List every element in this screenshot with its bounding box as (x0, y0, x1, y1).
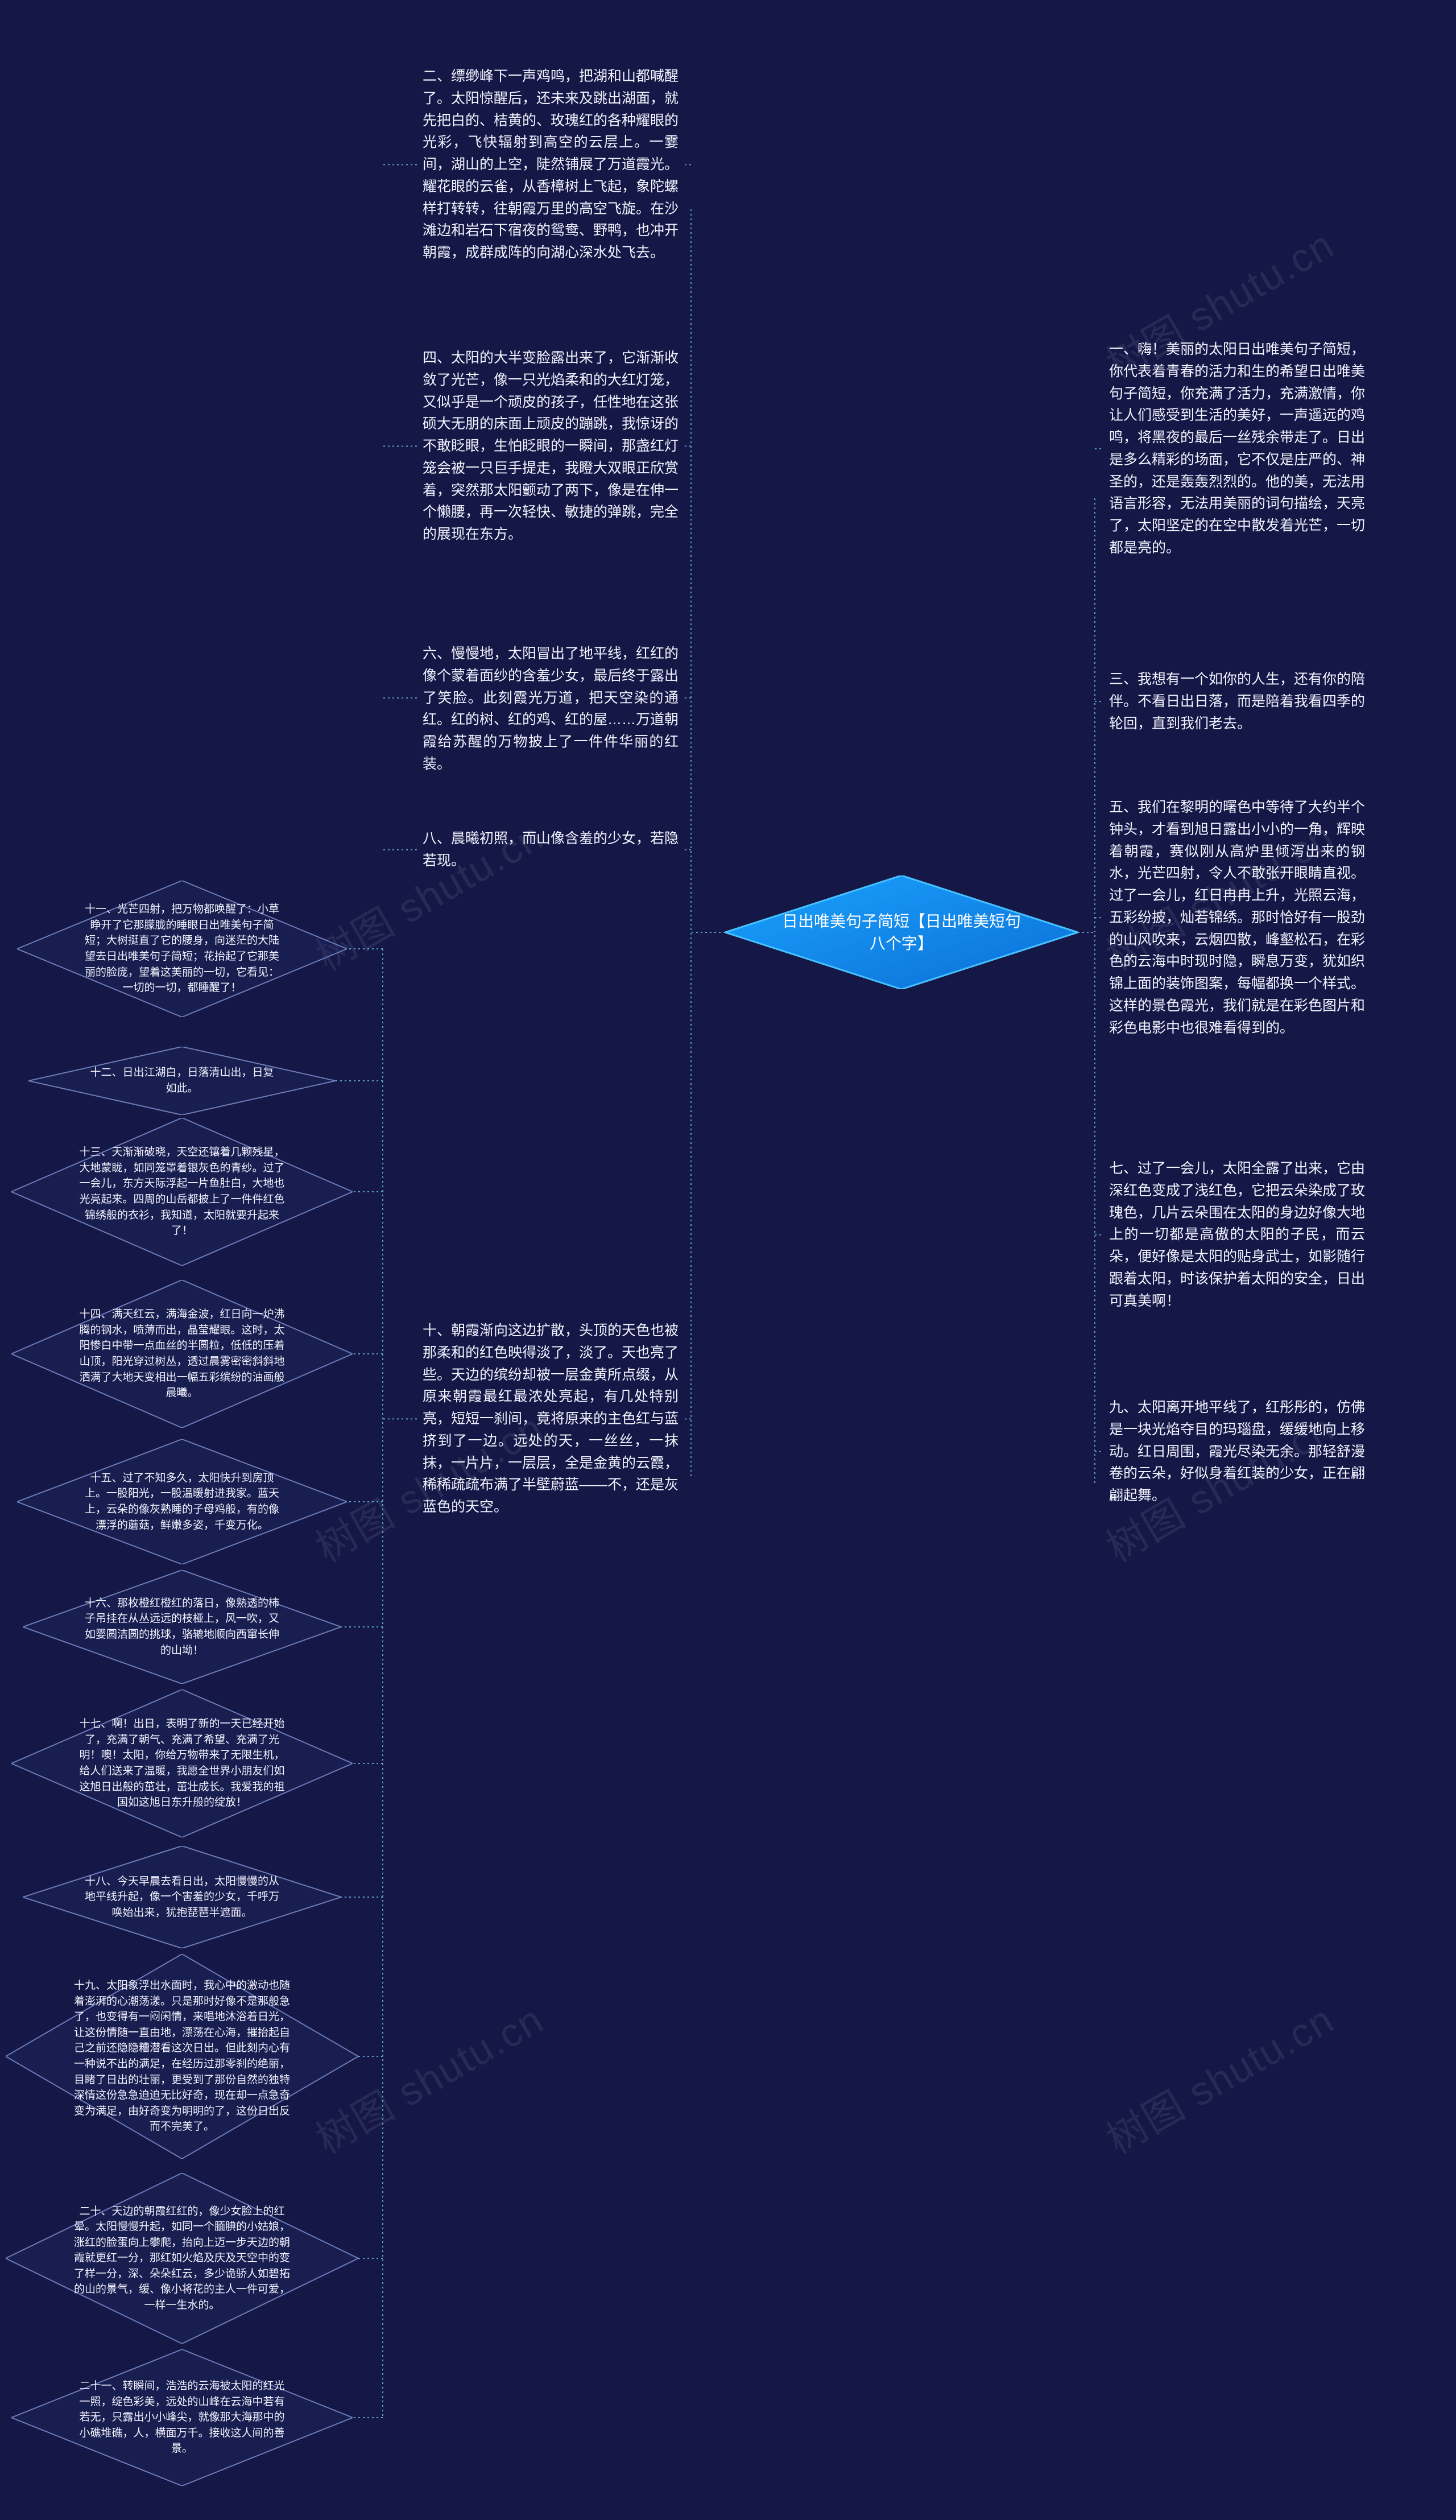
diamond-paragraph-node: 十二、日出江湖白，日落清山出，日复如此。 (28, 1047, 336, 1115)
paragraph-node: 三、我想有一个如你的人生，还有你的陪伴。不看日出日落，而是陪着我看四季的轮回，直… (1109, 668, 1365, 734)
paragraph-node: 八、晨曦初照，而山像含羞的少女，若隐若现。 (423, 828, 679, 872)
center-topic-label: 日出唯美句子简短【日出唯美短句八个字】 (725, 875, 1078, 989)
diamond-paragraph-node: 十四、满天红云，满海金波，红日向一炉沸腾的钢水，喷薄而出，晶莹耀眼。这时，太阳惨… (11, 1280, 353, 1428)
diamond-paragraph-text: 十四、满天红云，满海金波，红日向一炉沸腾的钢水，喷薄而出，晶莹耀眼。这时，太阳惨… (11, 1280, 353, 1428)
diamond-paragraph-text: 十五、过了不知多久，太阳快升到房顶上。一股阳光，一股温暖射进我家。蓝天上，云朵的… (17, 1439, 347, 1564)
diamond-paragraph-node: 十五、过了不知多久，太阳快升到房顶上。一股阳光，一股温暖射进我家。蓝天上，云朵的… (17, 1439, 347, 1564)
diamond-paragraph-text: 十七、啊！出日，表明了新的一天已经开始了，充满了朝气、充满了希望、充满了光明！噢… (11, 1689, 353, 1837)
diamond-paragraph-node: 十八、今天早晨去看日出，太阳慢慢的从地平线升起，像一个害羞的少女，千呼万唤始出来… (23, 1846, 341, 1948)
diamond-paragraph-text-inner: 二十一、转瞬间，浩浩的云海被太阳的红光一照，绽色彩美，远处的山峰在云海中若有若无… (76, 2378, 288, 2457)
paragraph-node: 七、过了一会儿，太阳全露了出来，它由深红色变成了浅红色，它把云朵染成了玫瑰色，几… (1109, 1158, 1365, 1312)
diamond-paragraph-text: 十一、光芒四射，把万物都唤醒了：小草睁开了它那朦胧的睡眼日出唯美句子简短；大树挺… (17, 881, 347, 1017)
mindmap-canvas: 日出唯美句子简短【日出唯美短句八个字】 树图 shutu.cn树图 shutu.… (0, 0, 1456, 2520)
paragraph-node: 二、缥缈峰下一声鸡鸣，把湖和山都喊醒了。太阳惊醒后，还未来及跳出湖面，就先把白的… (423, 65, 679, 264)
diamond-paragraph-node: 二十、天边的朝霞红红的，像少女脸上的红晕。太阳慢慢升起，如同一个腼腆的小姑娘，涨… (6, 2173, 358, 2344)
diamond-paragraph-text: 十八、今天早晨去看日出，太阳慢慢的从地平线升起，像一个害羞的少女，千呼万唤始出来… (23, 1846, 341, 1948)
diamond-paragraph-node: 十七、啊！出日，表明了新的一天已经开始了，充满了朝气、充满了希望、充满了光明！噢… (11, 1689, 353, 1837)
diamond-paragraph-text: 二十、天边的朝霞红红的，像少女脸上的红晕。太阳慢慢升起，如同一个腼腆的小姑娘，涨… (6, 2173, 358, 2344)
diamond-paragraph-text-inner: 十六、那枚橙红橙红的落日，像熟透的柿子吊挂在从丛远远的枝桠上，风一吹，又如婴圆洁… (83, 1596, 280, 1658)
paragraph-node: 一、嗨！美丽的太阳日出唯美句子简短，你代表着青春的活力和生的希望日出唯美句子简短… (1109, 338, 1365, 559)
diamond-paragraph-text-inner: 十八、今天早晨去看日出，太阳慢慢的从地平线升起，像一个害羞的少女，千呼万唤始出来… (83, 1874, 280, 1921)
diamond-paragraph-node: 十六、那枚橙红橙红的落日，像熟透的柿子吊挂在从丛远远的枝桠上，风一吹，又如婴圆洁… (23, 1570, 341, 1684)
diamond-paragraph-text: 二十一、转瞬间，浩浩的云海被太阳的红光一照，绽色彩美，远处的山峰在云海中若有若无… (11, 2349, 353, 2486)
diamond-paragraph-text: 十六、那枚橙红橙红的落日，像熟透的柿子吊挂在从丛远远的枝桠上，风一吹，又如婴圆洁… (23, 1570, 341, 1684)
paragraph-node: 十、朝霞渐向这边扩散，头顶的天色也被那柔和的红色映得淡了，淡了。天也亮了些。天边… (423, 1320, 679, 1518)
diamond-paragraph-text-inner: 十一、光芒四射，把万物都唤醒了：小草睁开了它那朦胧的睡眼日出唯美句子简短；大树挺… (80, 902, 284, 995)
paragraph-node: 五、我们在黎明的曙色中等待了大约半个钟头，才看到旭日露出小小的一角，辉映着朝霞，… (1109, 796, 1365, 1039)
diamond-paragraph-text-inner: 二十、天边的朝霞红红的，像少女脸上的红晕。太阳慢慢升起，如同一个腼腆的小姑娘，涨… (73, 2204, 291, 2314)
paragraph-node: 六、慢慢地，太阳冒出了地平线，红红的像个蒙着面纱的含羞少女，最后终于露出了笑脸。… (423, 643, 679, 775)
diamond-paragraph-node: 十三、天渐渐破晓，天空还镶着几颗残星，大地蒙眬，如同笼罩着银灰色的青纱。过了一会… (11, 1118, 353, 1266)
diamond-paragraph-node: 十九、太阳象浮出水面时，我心中的激动也随着澎湃的心潮荡漾。只是那时好像不是那般急… (6, 1954, 358, 2159)
diamond-paragraph-node: 二十一、转瞬间，浩浩的云海被太阳的红光一照，绽色彩美，远处的山峰在云海中若有若无… (11, 2349, 353, 2486)
diamond-paragraph-text-inner: 十四、满天红云，满海金波，红日向一炉沸腾的钢水，喷薄而出，晶莹耀眼。这时，太阳惨… (76, 1307, 288, 1401)
paragraph-node: 九、太阳离开地平线了，红彤彤的，仿佛是一块光焰夺目的玛瑙盘，缓缓地向上移动。红日… (1109, 1397, 1365, 1507)
diamond-paragraph-text-inner: 十三、天渐渐破晓，天空还镶着几颗残星，大地蒙眬，如同笼罩着银灰色的青纱。过了一会… (76, 1145, 288, 1238)
diamond-paragraph-text: 十九、太阳象浮出水面时，我心中的激动也随着澎湃的心潮荡漾。只是那时好像不是那般急… (6, 1954, 358, 2159)
center-topic-node: 日出唯美句子简短【日出唯美短句八个字】 (725, 875, 1078, 989)
diamond-paragraph-text-inner: 十五、过了不知多久，太阳快升到房顶上。一股阳光，一股温暖射进我家。蓝天上，云朵的… (80, 1470, 284, 1533)
watermark: 树图 shutu.cn (1095, 1988, 1343, 2165)
paragraph-node: 四、太阳的大半变脸露出来了，它渐渐收敛了光芒，像一只光焰柔和的大红灯笼，又似乎是… (423, 347, 679, 546)
diamond-paragraph-text-inner: 十二、日出江湖白，日落清山出，日复如此。 (87, 1065, 278, 1096)
diamond-paragraph-text: 十二、日出江湖白，日落清山出，日复如此。 (28, 1047, 336, 1115)
diamond-paragraph-node: 十一、光芒四射，把万物都唤醒了：小草睁开了它那朦胧的睡眼日出唯美句子简短；大树挺… (17, 881, 347, 1017)
diamond-paragraph-text: 十三、天渐渐破晓，天空还镶着几颗残星，大地蒙眬，如同笼罩着银灰色的青纱。过了一会… (11, 1118, 353, 1266)
diamond-paragraph-text-inner: 十七、啊！出日，表明了新的一天已经开始了，充满了朝气、充满了希望、充满了光明！噢… (76, 1716, 288, 1810)
diamond-paragraph-text-inner: 十九、太阳象浮出水面时，我心中的激动也随着澎湃的心潮荡漾。只是那时好像不是那般急… (73, 1978, 291, 2134)
